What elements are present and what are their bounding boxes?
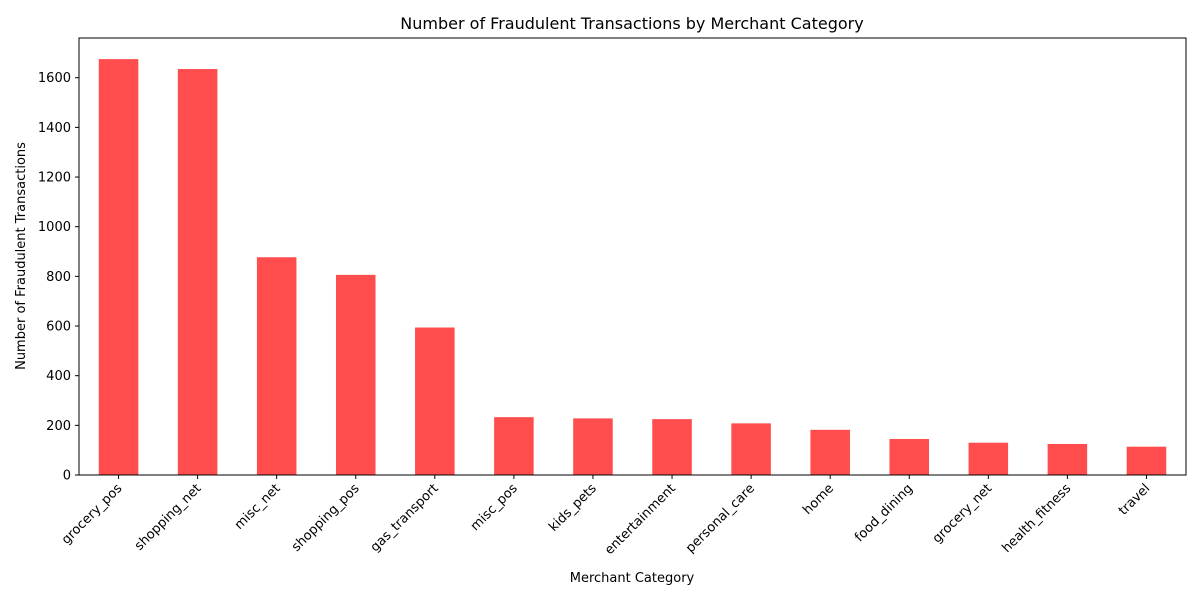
y-tick-label: 200 xyxy=(46,419,71,434)
y-tick-label: 800 xyxy=(46,270,71,285)
bar-gas_transport xyxy=(415,327,455,475)
x-tick-label: home xyxy=(800,481,837,518)
bar-personal_care xyxy=(731,423,771,475)
x-tick-label: kids_pets xyxy=(546,481,600,535)
bar-health_fitness xyxy=(1047,443,1088,475)
bar-food_dining xyxy=(889,438,930,475)
x-tick-label: misc_pos xyxy=(468,481,521,534)
y-tick-label: 1600 xyxy=(38,71,71,86)
x-tick-label: grocery_pos xyxy=(59,481,126,548)
x-tick-label: grocery_net xyxy=(930,481,995,546)
y-tick-label: 400 xyxy=(46,369,71,384)
bar-misc_pos xyxy=(494,417,534,475)
x-tick-label: shopping_net xyxy=(132,481,204,553)
bar-grocery_pos xyxy=(98,59,139,476)
x-tick-label: health_fitness xyxy=(999,481,1074,556)
bar-entertainment xyxy=(652,419,692,475)
y-axis-label: Number of Fraudulent Transactions xyxy=(14,142,29,370)
bar-shopping_pos xyxy=(335,274,376,475)
bar-home xyxy=(810,429,850,475)
x-tick-label: food_dining xyxy=(852,481,916,545)
y-axis: 0 200 400 600 800 1000 1200 1400 1600 xyxy=(38,71,79,484)
bars-group xyxy=(98,59,1167,476)
y-tick-label: 1000 xyxy=(38,220,71,235)
x-tick-label: entertainment xyxy=(602,481,679,558)
y-tick-label: 600 xyxy=(46,320,71,335)
chart-title: Number of Fraudulent Transactions by Mer… xyxy=(400,14,863,33)
x-tick-label: shopping_pos xyxy=(289,481,363,555)
plot-frame xyxy=(78,37,1187,476)
x-tick-label: gas_transport xyxy=(368,481,442,555)
bar-shopping_net xyxy=(177,69,218,476)
bar-misc_net xyxy=(256,257,297,475)
y-tick-label: 0 xyxy=(63,469,71,484)
x-tick-label: personal_care xyxy=(683,481,758,556)
x-tick-label: travel xyxy=(1116,481,1153,518)
bar-travel xyxy=(1126,446,1167,475)
bar-kids_pets xyxy=(573,418,613,475)
bar-grocery_net xyxy=(968,442,1009,475)
y-tick-label: 1200 xyxy=(38,171,71,186)
x-axis-label: Merchant Category xyxy=(570,571,695,586)
x-tick-label: misc_net xyxy=(232,481,284,533)
y-tick-label: 1400 xyxy=(38,121,71,136)
x-axis: grocery_pos shopping_net misc_net shopping_… xyxy=(59,475,1153,558)
